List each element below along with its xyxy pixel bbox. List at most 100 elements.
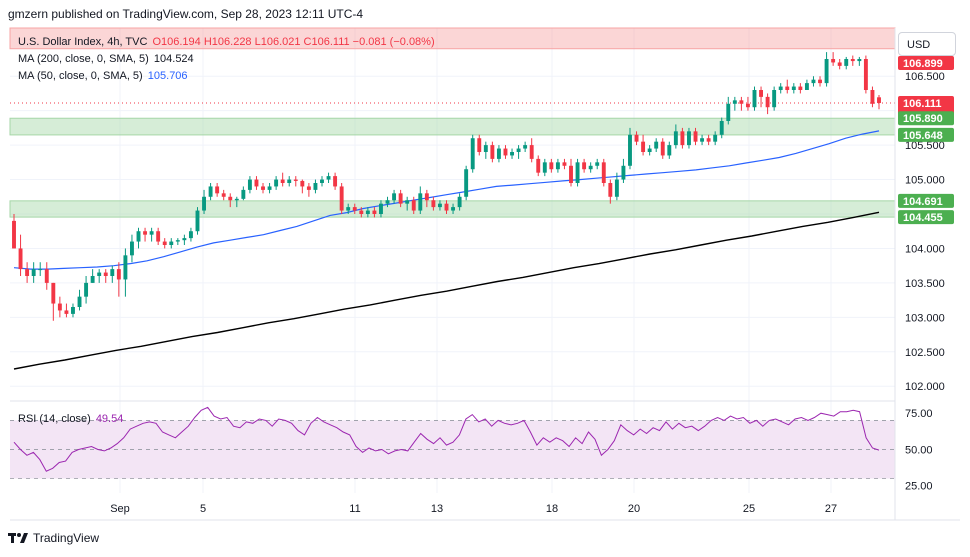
price-label: 105.890 xyxy=(898,111,954,126)
candle xyxy=(457,193,462,211)
candle xyxy=(306,183,311,197)
candle-body xyxy=(536,158,541,173)
candle-body xyxy=(202,196,206,211)
candle-body xyxy=(811,79,816,84)
legend-ma200: MA (200, close, 0, SMA, 5) 104.524 xyxy=(18,53,196,65)
candle xyxy=(523,141,528,152)
candle-body xyxy=(837,62,842,66)
candle xyxy=(18,234,23,276)
candle-body xyxy=(745,103,750,108)
ma50-value: 105.706 xyxy=(147,70,188,82)
candle-body xyxy=(418,193,423,211)
candle-body xyxy=(516,148,521,152)
candle xyxy=(588,162,593,173)
candle-body xyxy=(103,272,108,276)
price-label: 104.455 xyxy=(898,210,954,225)
candle-body xyxy=(706,138,711,142)
candle-body xyxy=(339,186,344,211)
candle-body xyxy=(254,179,259,187)
candle xyxy=(831,52,836,66)
y-tick-label: 103.500 xyxy=(905,278,945,290)
candle-body xyxy=(569,165,573,183)
candle xyxy=(837,59,842,70)
rsi-tick-label: 50.00 xyxy=(905,444,933,456)
candle-body xyxy=(739,100,744,104)
price-label-text: 104.691 xyxy=(903,196,943,208)
publisher-caption: gmzern published on TradingView.com, Sep… xyxy=(8,7,364,21)
price-label: 104.691 xyxy=(898,193,954,208)
candle xyxy=(123,248,128,297)
price-label-text: 105.648 xyxy=(903,130,943,142)
candle xyxy=(254,176,259,190)
candle-body xyxy=(451,207,456,211)
price-label: 106.899 xyxy=(898,56,954,70)
x-tick-label: 13 xyxy=(431,503,443,515)
y-tick-label: 102.000 xyxy=(905,381,945,393)
candle-body xyxy=(824,59,829,84)
candle xyxy=(857,56,862,66)
candle-body xyxy=(169,241,174,245)
candle xyxy=(496,145,501,163)
candle xyxy=(719,117,724,139)
candle xyxy=(333,172,338,190)
candle xyxy=(84,276,89,304)
candle-body xyxy=(778,86,783,90)
candle xyxy=(162,238,167,249)
candle-body xyxy=(667,145,672,156)
x-tick-label: 11 xyxy=(349,503,360,515)
candle-body xyxy=(464,169,469,197)
candle-body xyxy=(287,179,292,183)
axes: 106.500106.000105.500105.000104.500104.0… xyxy=(10,28,960,521)
candle-body xyxy=(850,59,855,62)
candle-body xyxy=(870,90,875,104)
candle-body xyxy=(365,210,370,214)
price-label-text: 106.111 xyxy=(903,98,942,110)
candle-body xyxy=(444,203,449,211)
candle-body xyxy=(208,186,213,197)
candle-body xyxy=(470,138,475,170)
candle-body xyxy=(411,200,416,211)
currency-button[interactable]: USD xyxy=(898,32,956,56)
candle-body xyxy=(680,131,685,146)
candle-body xyxy=(123,255,128,280)
candle xyxy=(791,83,796,94)
candle-body xyxy=(306,186,311,190)
candle-body xyxy=(719,121,724,135)
candle xyxy=(261,183,265,194)
candle xyxy=(726,96,731,125)
candle xyxy=(110,265,115,283)
ma200-label: MA (200, close, 0, SMA, 5) xyxy=(18,53,149,65)
candle xyxy=(365,207,370,218)
price-label-box xyxy=(898,193,954,208)
candle xyxy=(300,179,305,194)
symbol-label: U.S. Dollar Index, 4h, TVC xyxy=(18,36,148,48)
candle xyxy=(516,145,521,159)
candle-body xyxy=(654,141,659,149)
candle-body xyxy=(608,183,613,197)
candle-body xyxy=(12,220,16,249)
candle xyxy=(654,138,659,152)
candle xyxy=(143,227,148,242)
x-tick-label: 27 xyxy=(825,503,837,515)
candle-body xyxy=(641,141,646,152)
candle-body xyxy=(621,165,626,180)
legend-symbol: U.S. Dollar Index, 4h, TVC O106.194 H106… xyxy=(18,36,437,48)
candle xyxy=(228,193,233,208)
candle-body xyxy=(542,162,547,173)
candle-body xyxy=(267,186,272,190)
candle-body xyxy=(143,231,148,235)
ma200-series xyxy=(13,211,880,370)
rsi-label: RSI (14, close) xyxy=(18,413,91,425)
candle-body xyxy=(320,179,324,183)
candle xyxy=(614,172,619,201)
candle-body xyxy=(575,162,580,183)
candle xyxy=(451,203,456,214)
candle xyxy=(424,189,429,208)
candle-body xyxy=(424,193,429,201)
candle xyxy=(320,176,324,187)
candle xyxy=(392,189,397,204)
price-labels: 106.899106.11102:48:28105.890105.648104.… xyxy=(898,56,954,225)
candle-body xyxy=(234,198,239,201)
ma50-label: MA (50, close, 0, SMA, 5) xyxy=(18,70,143,82)
